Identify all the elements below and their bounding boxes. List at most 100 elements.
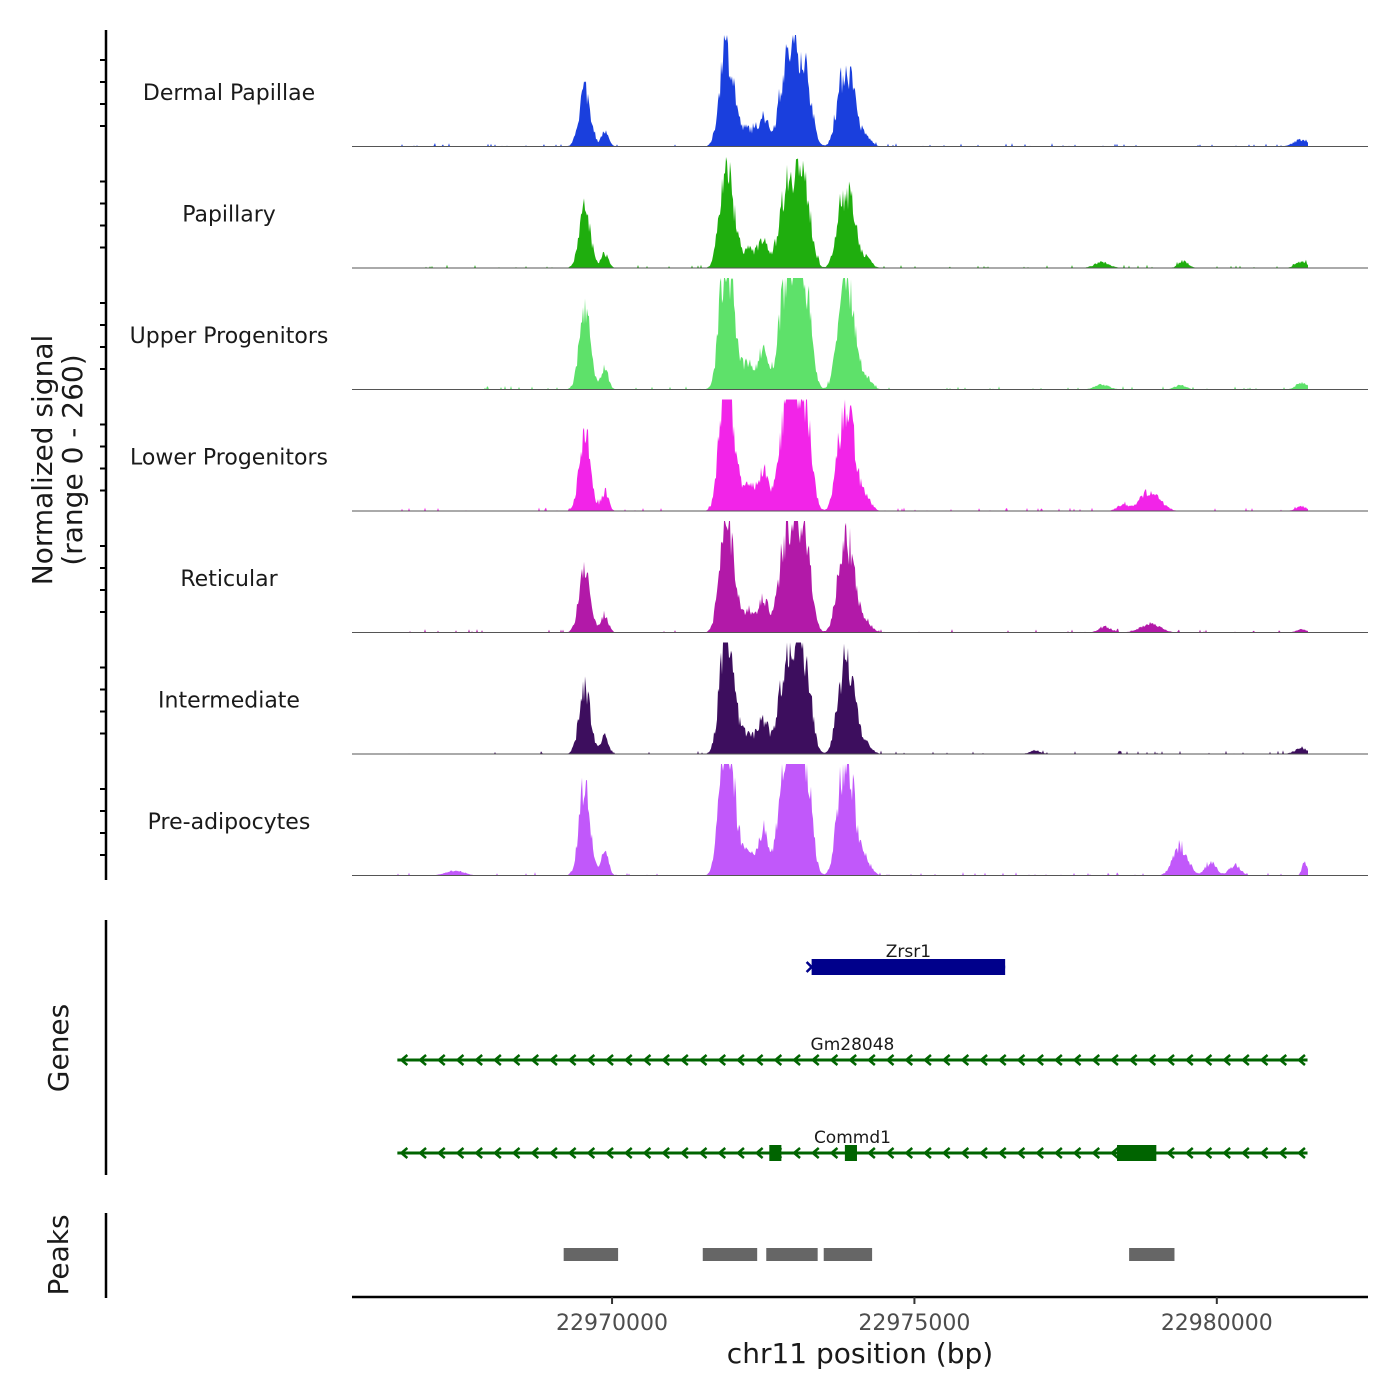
gene-track: Zrsr1 Gm28048 Commd1 bbox=[397, 942, 1308, 1161]
signal-area-4 bbox=[394, 521, 1308, 633]
strand-arrow bbox=[810, 1147, 820, 1159]
strand-arrow bbox=[1147, 1054, 1157, 1066]
strand-arrow bbox=[436, 1147, 446, 1159]
strand-arrow bbox=[829, 1054, 839, 1066]
strand-arrow bbox=[717, 1054, 727, 1066]
strand-arrow bbox=[492, 1054, 502, 1066]
gene-label-Gm28048: Gm28048 bbox=[811, 1035, 895, 1055]
x-tick-label: 22975000 bbox=[858, 1311, 970, 1336]
strand-arrow bbox=[736, 1147, 745, 1159]
strand-arrow bbox=[941, 1054, 951, 1066]
strand-arrow bbox=[979, 1054, 988, 1066]
strand-arrow bbox=[1278, 1147, 1288, 1159]
strand-arrow bbox=[848, 1054, 857, 1066]
strand-arrow bbox=[474, 1147, 483, 1159]
strand-arrow bbox=[661, 1054, 670, 1066]
strand-arrow bbox=[399, 1147, 409, 1159]
peaks-axis-title: Peaks bbox=[42, 1214, 75, 1295]
strand-arrow bbox=[773, 1054, 783, 1066]
strand-arrow bbox=[661, 1147, 670, 1159]
exon bbox=[769, 1145, 782, 1161]
strand-arrow bbox=[623, 1147, 633, 1159]
strand-arrow bbox=[436, 1054, 446, 1066]
strand-arrow bbox=[1259, 1054, 1269, 1066]
strand-arrow bbox=[1053, 1147, 1063, 1159]
strand-arrow bbox=[530, 1054, 540, 1066]
signal-area-5 bbox=[394, 642, 1308, 754]
strand-arrow bbox=[642, 1147, 652, 1159]
strand-arrow bbox=[829, 1147, 839, 1159]
strand-arrow bbox=[549, 1147, 558, 1159]
peak-track bbox=[563, 1248, 1175, 1261]
strand-arrow bbox=[979, 1147, 988, 1159]
signal-area-2 bbox=[394, 278, 1308, 390]
strand-arrow bbox=[997, 1147, 1007, 1159]
track-label-6: Pre-adipocytes bbox=[148, 810, 311, 835]
strand-arrow bbox=[1128, 1054, 1138, 1066]
strand-arrow bbox=[623, 1054, 633, 1066]
strand-arrow bbox=[866, 1147, 876, 1159]
exon bbox=[811, 959, 1006, 975]
strand-arrow bbox=[399, 1054, 409, 1066]
signal-tracks: Dermal Papillae Papillary Upper Progenitor… bbox=[130, 35, 1368, 876]
strand-arrow bbox=[1035, 1147, 1044, 1159]
strand-arrow bbox=[511, 1147, 521, 1159]
y-axis-subtitle: (range 0 - 260) bbox=[56, 354, 89, 565]
strand-arrow bbox=[997, 1054, 1007, 1066]
strand-arrow bbox=[923, 1054, 932, 1066]
gene-label-Commd1: Commd1 bbox=[814, 1128, 891, 1148]
strand-arrow bbox=[885, 1147, 895, 1159]
peak-region-1 bbox=[702, 1248, 758, 1261]
track-label-0: Dermal Papillae bbox=[143, 81, 315, 106]
signal-area-3 bbox=[394, 399, 1308, 511]
peak-region-3 bbox=[823, 1248, 873, 1261]
strand-arrow bbox=[792, 1054, 801, 1066]
strand-arrow bbox=[586, 1147, 596, 1159]
strand-arrow bbox=[418, 1147, 427, 1159]
x-tick-label: 22970000 bbox=[556, 1311, 668, 1336]
peak-region-0 bbox=[563, 1248, 619, 1261]
strand-arrow bbox=[1184, 1147, 1194, 1159]
strand-arrow bbox=[885, 1054, 895, 1066]
strand-arrow bbox=[1203, 1147, 1213, 1159]
track-label-1: Papillary bbox=[182, 203, 276, 228]
signal-area-0 bbox=[394, 35, 1308, 147]
strand-arrow bbox=[754, 1147, 764, 1159]
strand-arrow bbox=[717, 1147, 727, 1159]
strand-arrow bbox=[1297, 1147, 1306, 1159]
y-axis-title: Normalized signal bbox=[26, 335, 59, 586]
strand-arrow bbox=[1110, 1147, 1119, 1159]
gene-label-Zrsr1: Zrsr1 bbox=[886, 942, 931, 962]
strand-arrow bbox=[1166, 1147, 1175, 1159]
strand-arrow bbox=[418, 1054, 427, 1066]
strand-arrow bbox=[455, 1054, 465, 1066]
strand-arrow bbox=[549, 1054, 558, 1066]
strand-arrow bbox=[1091, 1054, 1101, 1066]
peak-region-2 bbox=[766, 1248, 818, 1261]
strand-arrow bbox=[904, 1147, 914, 1159]
strand-arrow bbox=[1240, 1054, 1250, 1066]
strand-arrow bbox=[1053, 1054, 1063, 1066]
strand-arrow bbox=[1110, 1054, 1119, 1066]
strand-arrow bbox=[805, 961, 814, 973]
strand-arrow bbox=[511, 1054, 521, 1066]
track-label-3: Lower Progenitors bbox=[130, 446, 328, 471]
strand-arrow bbox=[941, 1147, 951, 1159]
strand-arrow bbox=[567, 1054, 577, 1066]
strand-arrow bbox=[1222, 1147, 1231, 1159]
track-label-2: Upper Progenitors bbox=[130, 324, 329, 349]
y-axis-title-group: Normalized signal (range 0 - 260) bbox=[26, 335, 89, 586]
strand-arrow bbox=[1259, 1147, 1269, 1159]
strand-arrow bbox=[1035, 1054, 1044, 1066]
exon bbox=[1117, 1145, 1157, 1161]
strand-arrow bbox=[866, 1054, 876, 1066]
strand-arrow bbox=[642, 1054, 652, 1066]
strand-arrow bbox=[1240, 1147, 1250, 1159]
track-label-4: Reticular bbox=[180, 567, 278, 592]
strand-arrow bbox=[1278, 1054, 1288, 1066]
strand-arrow bbox=[698, 1054, 708, 1066]
strand-arrow bbox=[1184, 1054, 1194, 1066]
strand-arrow bbox=[1016, 1054, 1026, 1066]
strand-arrow bbox=[792, 1147, 801, 1159]
axes: 22970000 22975000 22980000 bbox=[100, 30, 1368, 1336]
